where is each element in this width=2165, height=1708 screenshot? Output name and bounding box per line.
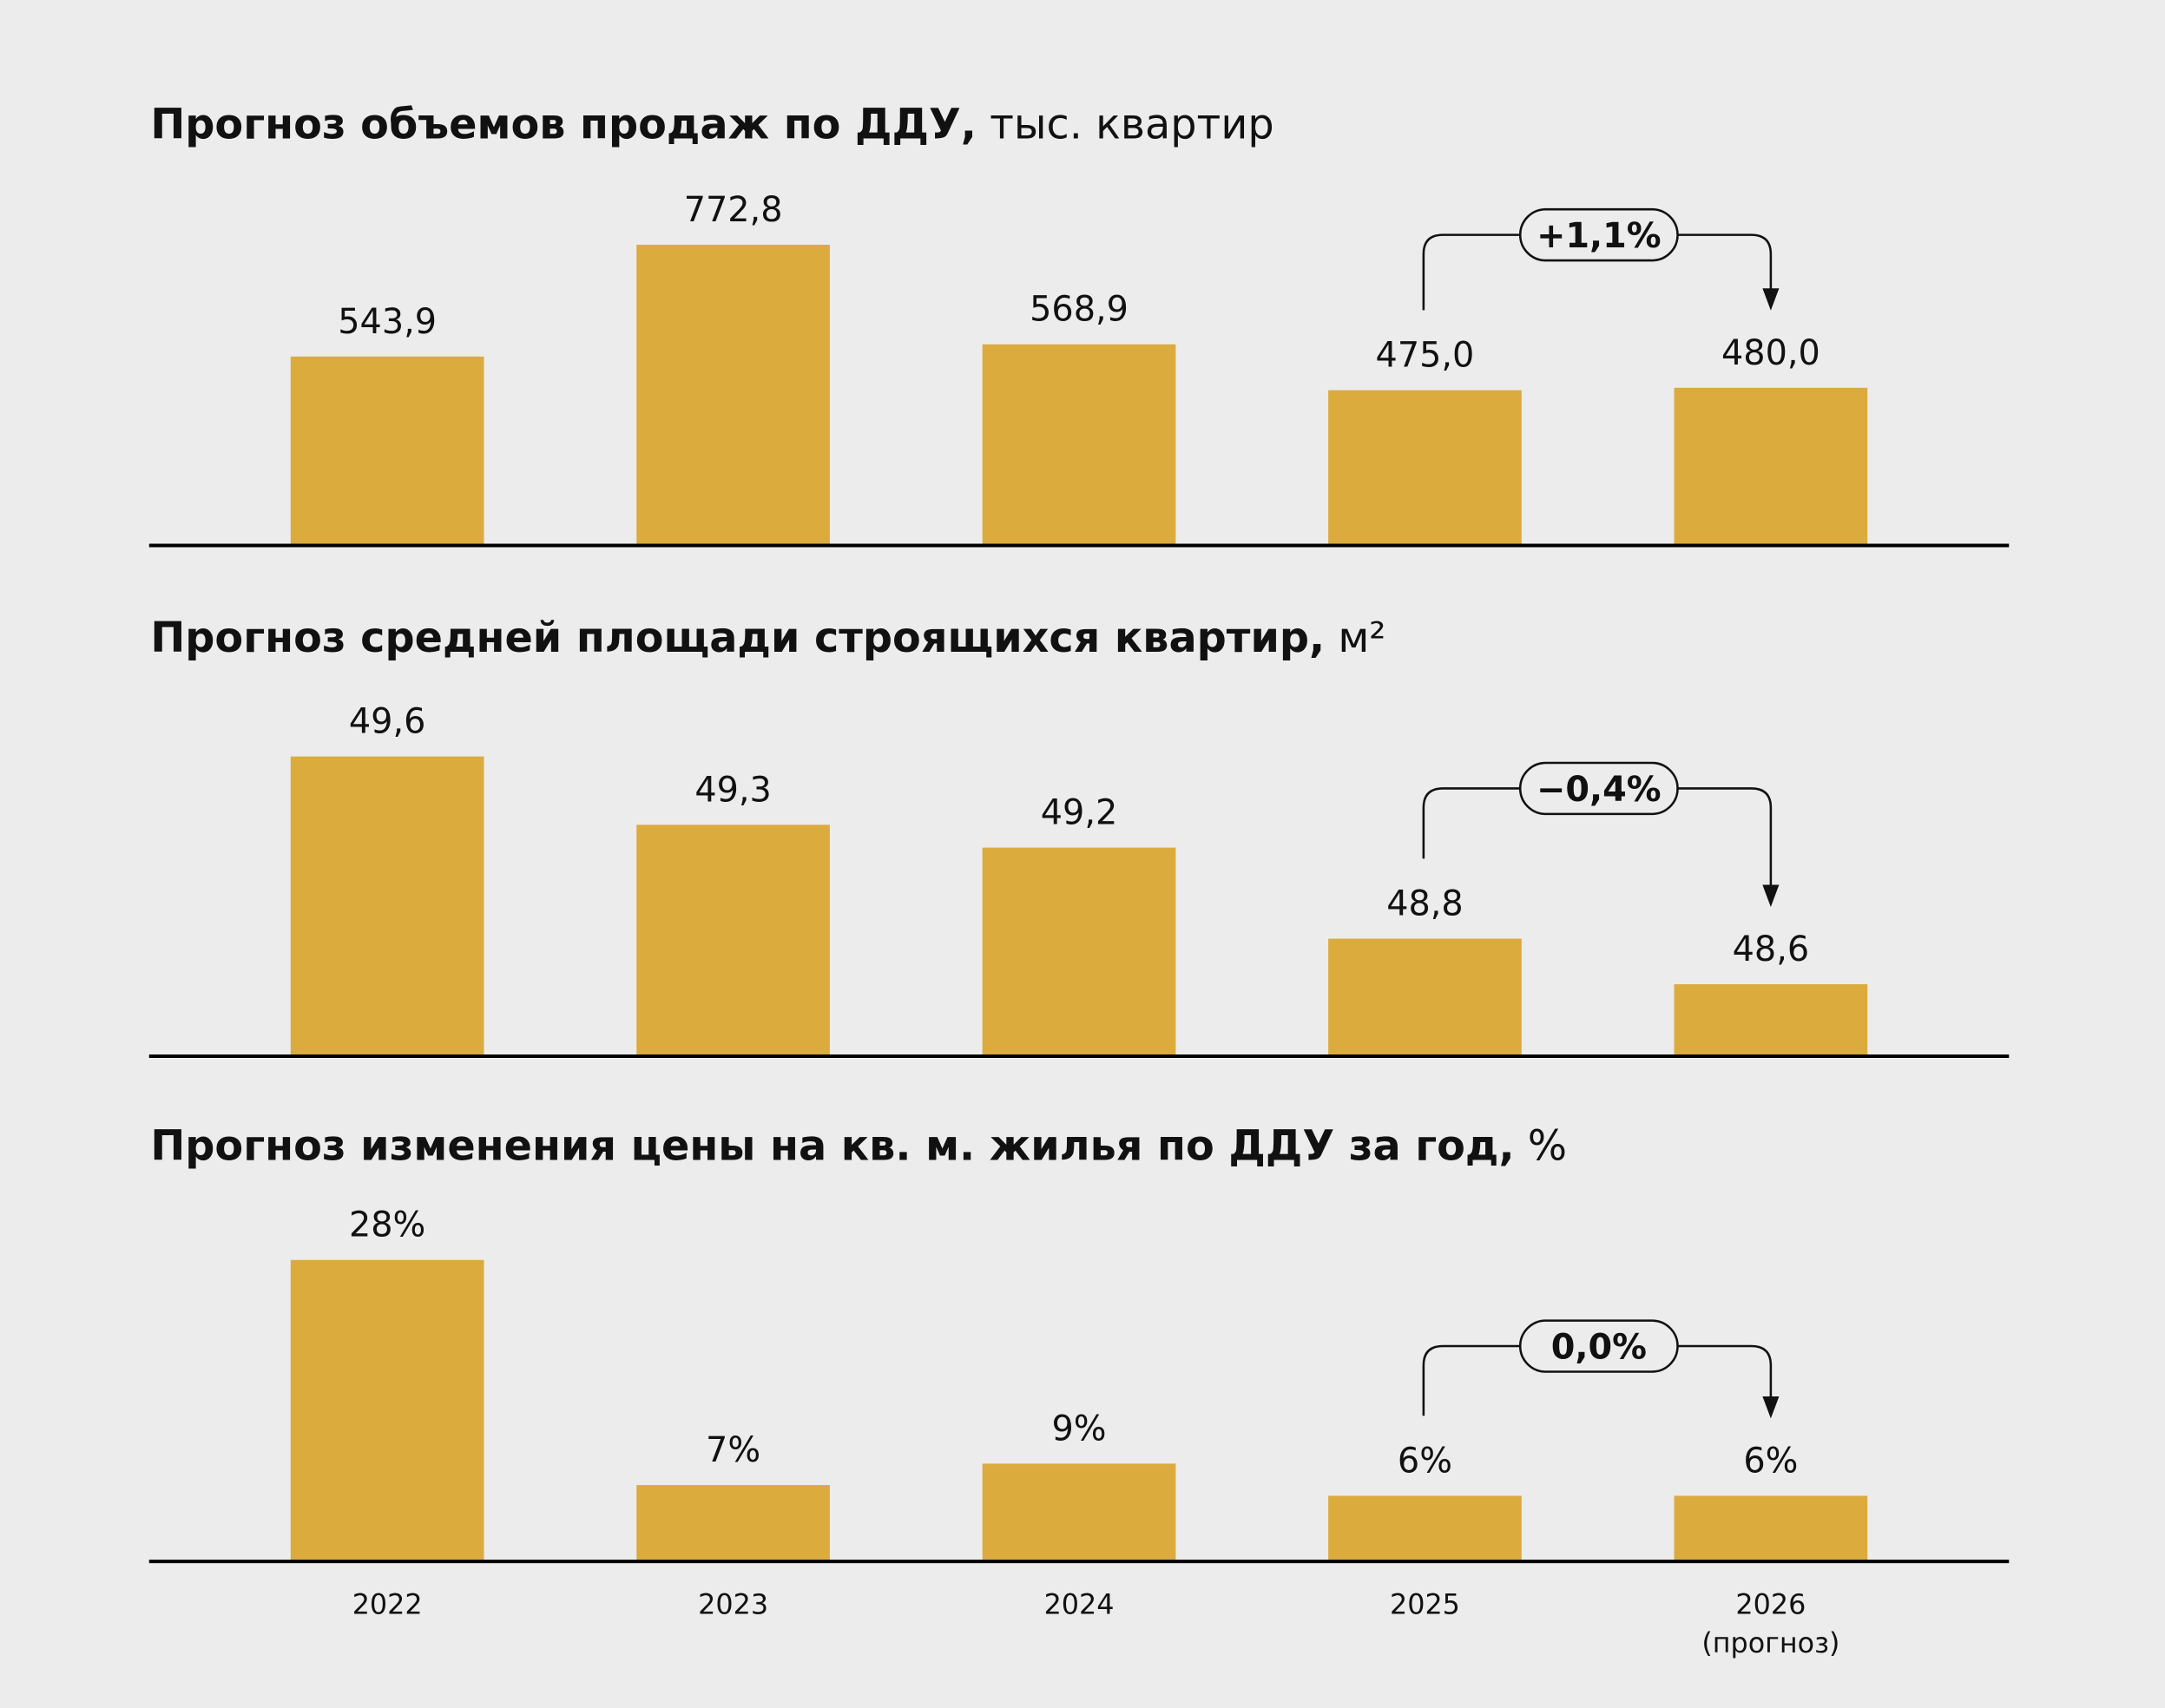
value-label: 568,9 xyxy=(1030,290,1129,330)
change-bracket-left xyxy=(1422,1344,1521,1416)
x-tick-label: 2025 xyxy=(1390,1588,1460,1621)
value-label: 475,0 xyxy=(1376,336,1475,376)
change-pill xyxy=(1518,761,1679,816)
change-label: 0,0% xyxy=(1551,1327,1647,1367)
bar-2025 xyxy=(1328,390,1522,544)
change-label: +1,1% xyxy=(1537,216,1662,256)
arrow-down-icon xyxy=(1762,288,1780,311)
value-label: 772,8 xyxy=(684,190,783,230)
value-label: 6% xyxy=(1398,1441,1452,1481)
chart-title: Прогноз средней площади строящихся кварт… xyxy=(150,614,1385,662)
chart-title-unit: тыс. квартир xyxy=(977,101,1274,148)
bar-2024 xyxy=(982,344,1176,544)
change-label: −0,4% xyxy=(1537,770,1662,810)
chart-title-unit: % xyxy=(1515,1122,1567,1170)
x-tick-label: 2023 xyxy=(698,1588,768,1621)
value-label: 7% xyxy=(706,1430,760,1470)
arrow-down-icon xyxy=(1762,1396,1780,1419)
value-label: 48,8 xyxy=(1386,884,1464,924)
value-label: 49,6 xyxy=(349,702,426,742)
bar-2024 xyxy=(982,1463,1176,1560)
chart-2: Прогноз средней площади строящихся кварт… xyxy=(148,614,2010,1059)
value-label: 48,6 xyxy=(1733,930,1810,969)
bar-2025 xyxy=(1328,1495,1522,1560)
change-bracket-right xyxy=(1677,1344,1773,1400)
x-tick-label: 2026 xyxy=(1735,1588,1806,1621)
chart-title-main: Прогноз изменения цены на кв. м. жилья п… xyxy=(150,1122,1514,1170)
arrow-down-icon xyxy=(1762,884,1780,907)
bar-2026 xyxy=(1674,984,1868,1055)
change-pill xyxy=(1518,207,1679,262)
chart-3: Прогноз изменения цены на кв. м. жилья п… xyxy=(148,1122,2010,1564)
change-bracket-right xyxy=(1677,233,1773,292)
bar-2025 xyxy=(1328,938,1522,1055)
chart-title-main: Прогноз средней площади строящихся кварт… xyxy=(150,614,1325,662)
bar-2022 xyxy=(290,1259,484,1560)
value-label: 49,3 xyxy=(694,770,772,810)
value-label: 6% xyxy=(1743,1441,1798,1481)
chart-title-main: Прогноз объемов продаж по ДДУ, xyxy=(150,101,977,148)
chart-title: Прогноз объемов продаж по ДДУ, тыс. квар… xyxy=(150,101,1273,148)
bar-2023 xyxy=(636,244,830,544)
chart-title-unit: м² xyxy=(1325,614,1385,662)
bar-2023 xyxy=(636,824,830,1055)
chart-1: Прогноз объемов продаж по ДДУ, тыс. квар… xyxy=(148,101,2010,548)
x-tick-note: (прогноз) xyxy=(1701,1626,1839,1659)
value-label: 49,2 xyxy=(1041,793,1118,833)
bar-2022 xyxy=(290,356,484,544)
change-pill xyxy=(1518,1319,1679,1373)
value-label: 28% xyxy=(349,1205,425,1245)
bar-2024 xyxy=(982,847,1176,1055)
change-bracket-left xyxy=(1422,787,1521,859)
change-bracket-right xyxy=(1677,787,1773,888)
value-label: 480,0 xyxy=(1721,333,1820,373)
x-tick-label: 2024 xyxy=(1044,1588,1115,1621)
bar-2026 xyxy=(1674,1495,1868,1560)
x-tick-label: 2022 xyxy=(352,1588,423,1621)
value-label: 9% xyxy=(1051,1409,1106,1449)
chart-title: Прогноз изменения цены на кв. м. жилья п… xyxy=(150,1122,1567,1170)
bar-2022 xyxy=(290,756,484,1055)
value-label: 543,9 xyxy=(338,302,437,342)
change-bracket-left xyxy=(1422,233,1521,311)
bar-2023 xyxy=(636,1485,830,1560)
bar-2026 xyxy=(1674,387,1868,544)
